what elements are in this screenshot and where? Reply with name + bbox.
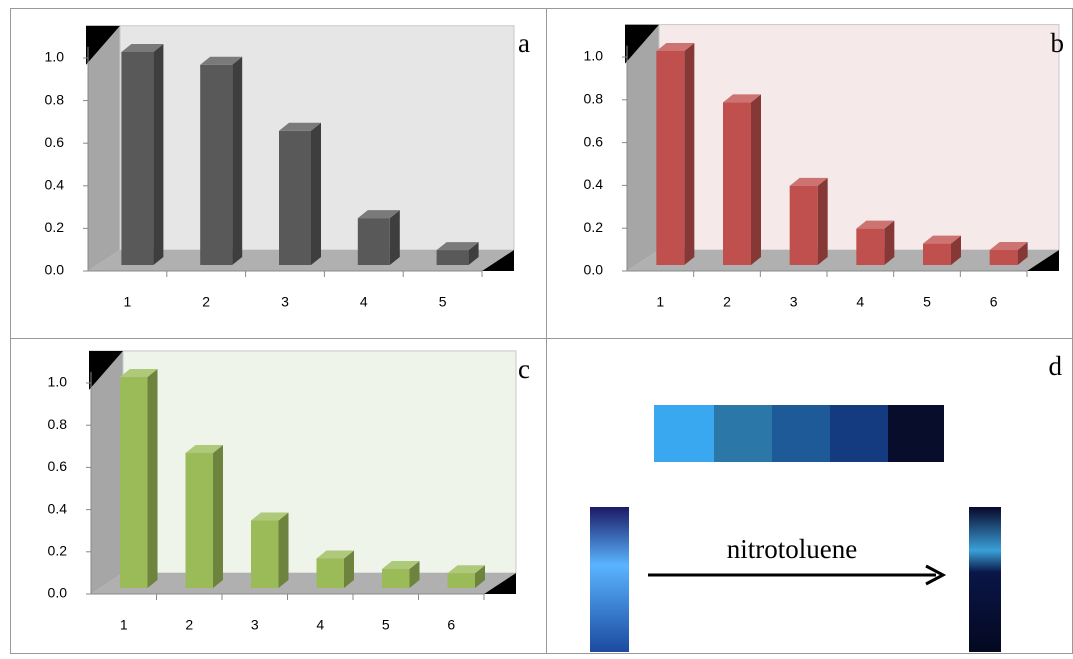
y-tick-label: 0.8	[45, 91, 65, 107]
bar-side	[751, 94, 761, 265]
bar	[382, 569, 410, 588]
y-tick-label: 0.4	[45, 177, 65, 193]
y-tick-label: 0.0	[48, 585, 68, 601]
y-tick-label: 0.0	[45, 262, 65, 278]
x-tick-label: 5	[923, 294, 931, 310]
back-wall	[659, 25, 1059, 250]
bar	[790, 186, 818, 265]
left-wall	[91, 351, 123, 594]
x-tick-label: 6	[990, 294, 998, 310]
y-tick-label: 0.6	[48, 458, 68, 474]
x-tick-label: 4	[316, 617, 324, 633]
x-tick-label: 5	[382, 617, 390, 633]
bar	[200, 65, 232, 265]
panel-label: a	[518, 28, 530, 58]
x-tick-label: 2	[723, 294, 731, 310]
y-tick-label: 0.2	[48, 543, 68, 559]
panel-d: nitrotoluene d	[590, 351, 1063, 652]
panel-label: b	[1051, 28, 1065, 58]
y-tick-label: 1.0	[584, 48, 604, 64]
y-tick-label: 0.2	[584, 219, 604, 235]
bar	[316, 558, 344, 588]
bar-side	[148, 369, 158, 588]
x-tick-label: 4	[360, 294, 368, 310]
left-wall	[88, 26, 120, 271]
photo-strip	[654, 405, 714, 462]
figure: nitrotoluene d 0.0 0.2 0.4 0.6 0.8 1.0 1 2 3 4 5 a 0…	[0, 0, 1073, 654]
bar-side	[684, 43, 694, 265]
photo-strip	[714, 405, 772, 462]
left-wall	[627, 25, 659, 271]
bar-side	[390, 210, 400, 265]
caption: nitrotoluene	[727, 534, 857, 564]
bar-side	[311, 123, 321, 265]
x-tick-label: 2	[202, 294, 210, 310]
cuvette-photo	[590, 507, 629, 652]
bar	[990, 250, 1018, 265]
bar	[279, 131, 311, 265]
bar	[121, 52, 153, 265]
panel-label: d	[1049, 351, 1063, 381]
x-tick-label: 3	[281, 294, 289, 310]
photo-strip	[830, 405, 888, 462]
y-tick-label: 0.0	[584, 262, 604, 278]
bar-side	[818, 178, 828, 265]
x-tick-label: 2	[185, 617, 193, 633]
bar	[856, 229, 884, 265]
x-tick-label: 3	[251, 617, 259, 633]
bar	[120, 377, 148, 588]
y-tick-label: 0.6	[584, 133, 604, 149]
y-tick-label: 0.4	[584, 176, 604, 192]
x-tick-label: 3	[790, 294, 798, 310]
photo-strip	[772, 405, 830, 462]
cuvette-photo	[969, 507, 1001, 652]
bar	[437, 250, 469, 265]
bar-side	[213, 445, 223, 588]
bar	[358, 218, 390, 265]
bar-side	[232, 57, 242, 265]
y-tick-label: 0.2	[45, 219, 65, 235]
bar	[251, 520, 279, 588]
x-tick-label: 4	[856, 294, 864, 310]
x-tick-label: 6	[447, 617, 455, 633]
x-tick-label: 1	[124, 294, 132, 310]
bar-side	[279, 512, 289, 588]
x-tick-label: 1	[656, 294, 664, 310]
bar	[923, 244, 951, 265]
bar	[723, 102, 751, 265]
x-tick-label: 5	[439, 294, 447, 310]
y-tick-label: 0.8	[48, 416, 68, 432]
y-tick-label: 0.6	[45, 134, 65, 150]
y-tick-label: 0.4	[48, 500, 68, 516]
bar	[656, 51, 684, 265]
bar	[447, 573, 475, 588]
bar-side	[153, 44, 163, 265]
y-tick-label: 1.0	[45, 49, 65, 65]
back-wall	[123, 351, 516, 573]
y-tick-label: 1.0	[48, 374, 68, 390]
x-tick-label: 1	[120, 617, 128, 633]
bar	[185, 453, 213, 588]
panel-label: c	[518, 354, 530, 384]
photo-strip	[888, 405, 944, 462]
y-tick-label: 0.8	[584, 91, 604, 107]
